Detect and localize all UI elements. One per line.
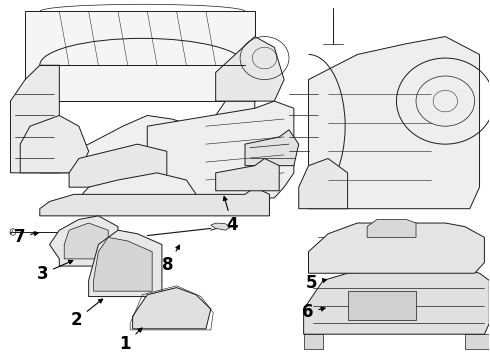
Polygon shape <box>10 65 59 173</box>
Text: 8: 8 <box>162 245 179 274</box>
Polygon shape <box>49 216 118 266</box>
Polygon shape <box>133 288 211 329</box>
Polygon shape <box>20 116 89 173</box>
Text: 3: 3 <box>36 260 73 283</box>
Text: 6: 6 <box>302 303 325 321</box>
Polygon shape <box>79 173 196 209</box>
Text: 2: 2 <box>71 299 102 329</box>
Text: 5: 5 <box>306 274 327 292</box>
Polygon shape <box>147 101 294 198</box>
Polygon shape <box>211 223 230 230</box>
Polygon shape <box>94 237 152 291</box>
Text: 1: 1 <box>120 328 142 353</box>
Polygon shape <box>245 130 299 166</box>
Polygon shape <box>309 223 485 273</box>
Polygon shape <box>299 158 347 209</box>
Polygon shape <box>347 291 416 320</box>
Polygon shape <box>40 187 270 216</box>
Polygon shape <box>309 37 480 209</box>
Polygon shape <box>69 144 167 187</box>
Text: 4: 4 <box>223 197 238 234</box>
Polygon shape <box>304 334 323 348</box>
Polygon shape <box>465 334 490 348</box>
Polygon shape <box>367 220 416 237</box>
Polygon shape <box>25 12 255 101</box>
Polygon shape <box>89 230 162 297</box>
Polygon shape <box>216 158 279 191</box>
Text: 7: 7 <box>13 228 38 246</box>
Polygon shape <box>40 101 255 173</box>
Polygon shape <box>216 37 284 101</box>
Polygon shape <box>304 270 490 334</box>
Polygon shape <box>64 223 108 259</box>
